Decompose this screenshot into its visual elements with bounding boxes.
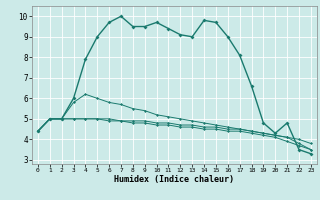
- X-axis label: Humidex (Indice chaleur): Humidex (Indice chaleur): [115, 175, 234, 184]
